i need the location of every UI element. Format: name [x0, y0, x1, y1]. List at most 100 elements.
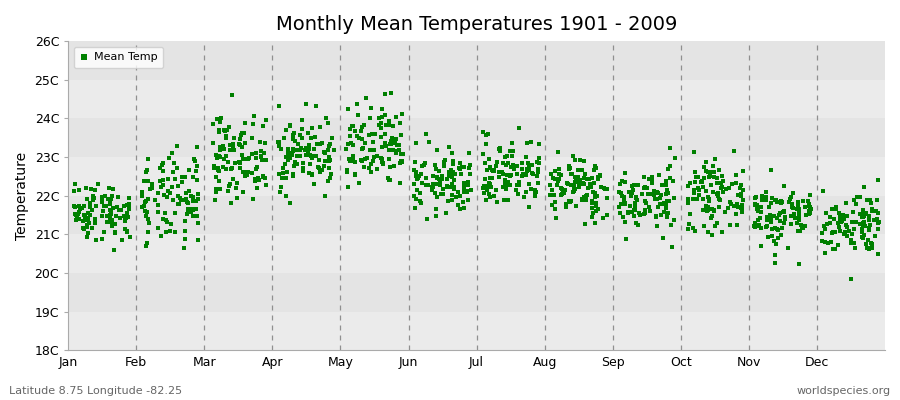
- Point: [760, 217, 775, 223]
- Point: [315, 140, 329, 147]
- Point: [182, 166, 196, 173]
- Point: [505, 140, 519, 147]
- Point: [859, 211, 873, 217]
- Point: [483, 181, 498, 187]
- Point: [86, 193, 100, 199]
- Point: [623, 202, 637, 209]
- Point: [584, 214, 598, 221]
- Point: [112, 207, 126, 213]
- Point: [156, 168, 170, 174]
- Point: [769, 224, 783, 231]
- Point: [690, 174, 705, 180]
- Point: [500, 153, 515, 159]
- Point: [83, 200, 97, 206]
- Point: [355, 136, 369, 142]
- Point: [649, 196, 663, 202]
- Point: [396, 151, 410, 157]
- Point: [410, 140, 424, 146]
- Point: [375, 156, 390, 162]
- Point: [587, 167, 601, 174]
- Point: [597, 215, 611, 221]
- Point: [237, 156, 251, 162]
- Point: [189, 168, 203, 174]
- Point: [432, 168, 446, 174]
- Point: [428, 213, 443, 220]
- Point: [295, 164, 310, 171]
- Point: [140, 240, 154, 246]
- Point: [531, 169, 545, 175]
- Point: [141, 195, 156, 202]
- Point: [186, 198, 201, 204]
- Point: [286, 136, 301, 142]
- Point: [462, 165, 476, 172]
- Point: [648, 214, 662, 220]
- Point: [122, 194, 137, 201]
- Point: [577, 174, 591, 181]
- Point: [662, 163, 677, 169]
- Point: [504, 172, 518, 178]
- Point: [433, 182, 447, 188]
- Point: [736, 168, 751, 174]
- Point: [422, 139, 436, 145]
- Point: [159, 217, 174, 224]
- Point: [871, 220, 886, 226]
- Point: [121, 229, 135, 235]
- Point: [365, 139, 380, 145]
- Point: [121, 214, 135, 221]
- Point: [826, 216, 841, 222]
- Point: [700, 208, 715, 215]
- Point: [415, 163, 429, 169]
- Point: [638, 210, 652, 216]
- Point: [464, 187, 478, 194]
- Point: [317, 149, 331, 156]
- Point: [437, 162, 452, 169]
- Point: [181, 206, 195, 213]
- Point: [683, 211, 698, 217]
- Point: [179, 196, 194, 203]
- Point: [686, 196, 700, 202]
- Point: [841, 233, 855, 239]
- Point: [320, 178, 335, 184]
- Point: [718, 186, 733, 192]
- Point: [140, 209, 154, 215]
- Point: [802, 204, 816, 210]
- Point: [627, 207, 642, 214]
- Point: [773, 209, 788, 216]
- Point: [796, 198, 810, 204]
- Point: [433, 180, 447, 186]
- Point: [791, 209, 806, 215]
- Point: [713, 197, 727, 203]
- Point: [479, 196, 493, 203]
- Point: [105, 217, 120, 223]
- Point: [759, 189, 773, 195]
- Point: [211, 165, 225, 172]
- Point: [95, 197, 110, 203]
- Point: [686, 224, 700, 231]
- Point: [82, 220, 96, 226]
- Point: [748, 220, 762, 226]
- Point: [816, 223, 831, 229]
- Point: [221, 188, 236, 194]
- Point: [274, 184, 288, 191]
- Point: [444, 167, 458, 173]
- Point: [589, 203, 603, 210]
- Point: [305, 172, 320, 178]
- Bar: [68, 80, 885, 118]
- Point: [771, 234, 786, 241]
- Point: [522, 164, 536, 170]
- Point: [362, 132, 376, 138]
- Point: [454, 164, 469, 170]
- Point: [375, 114, 390, 120]
- Point: [445, 170, 459, 176]
- Point: [755, 197, 770, 203]
- Point: [853, 221, 868, 227]
- Point: [281, 150, 295, 156]
- Point: [86, 194, 101, 201]
- Point: [652, 172, 666, 179]
- Point: [120, 210, 134, 216]
- Point: [690, 196, 705, 202]
- Point: [730, 202, 744, 208]
- Point: [723, 199, 737, 206]
- Point: [87, 186, 102, 193]
- Point: [562, 166, 576, 172]
